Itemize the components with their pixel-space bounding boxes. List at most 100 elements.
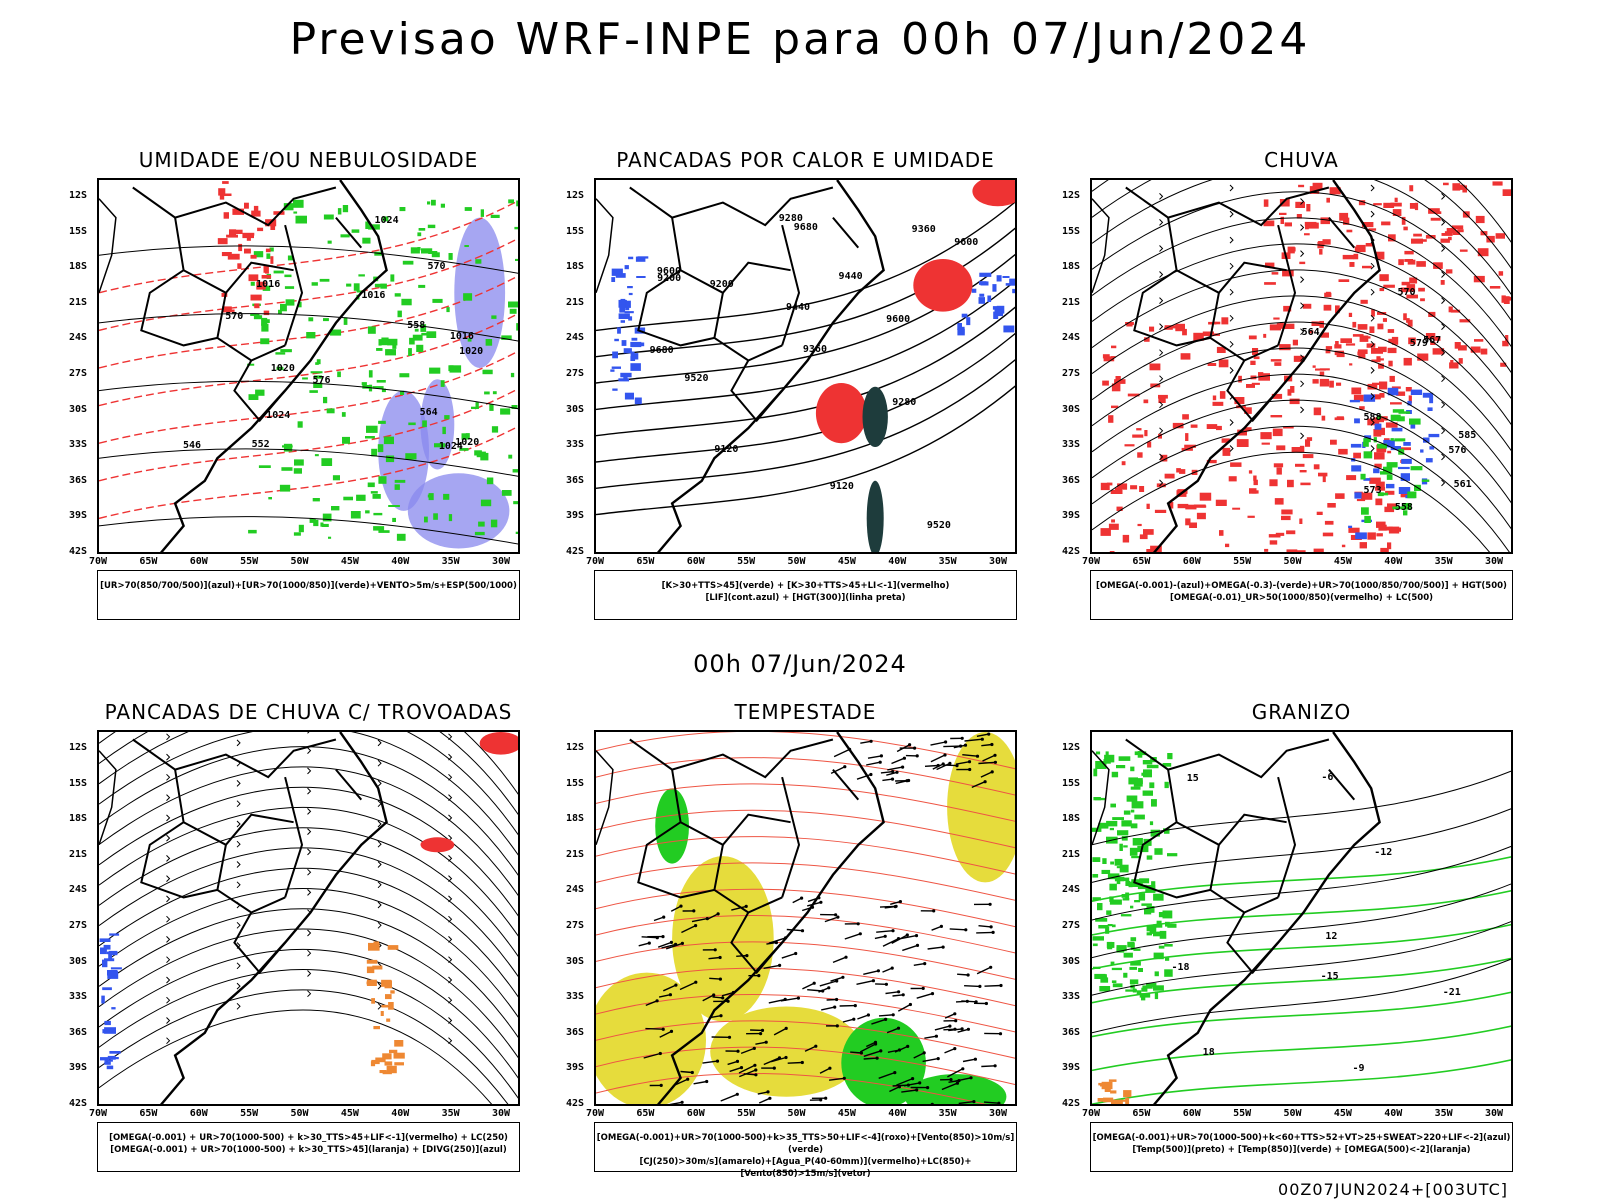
red-rain-area [1219, 391, 1226, 399]
green-contour-bit [489, 404, 494, 411]
green-contour-bit [253, 315, 263, 320]
blue-rain-area [1350, 443, 1362, 448]
red-rain-area [1279, 199, 1290, 207]
streamline [99, 786, 518, 917]
red-rain-area [1368, 228, 1377, 231]
wind-vector-head [859, 1051, 863, 1055]
wind-vector-head [878, 760, 882, 764]
green-contour-bit [475, 402, 479, 408]
green-contour-bit [370, 491, 378, 494]
red-rain-area [1430, 341, 1436, 345]
streamline-arrow [236, 780, 241, 787]
green-contour-bit [268, 497, 272, 500]
green-rain-area [1392, 506, 1404, 510]
red-rain-area [1292, 339, 1298, 346]
red-rain-area [1325, 346, 1333, 350]
red-rain-area [1334, 350, 1344, 356]
wind-vector-head [989, 925, 993, 929]
green-contour-bit [383, 436, 394, 445]
streamline-arrow [1300, 302, 1305, 310]
red-convective-area [815, 383, 867, 444]
wind-vector-head [957, 1079, 961, 1083]
green-wind-area [904, 1074, 1007, 1104]
wind-vector-head [835, 1024, 839, 1028]
green-contour-bit [250, 313, 260, 316]
political-border [1277, 224, 1297, 346]
red-rain-area [1336, 382, 1342, 386]
contour-line [1092, 770, 1511, 846]
wind-vector-head [841, 975, 845, 979]
wind-vector-head [894, 904, 898, 908]
wind-vector [818, 987, 830, 993]
red-rain-area [1263, 220, 1275, 227]
red-rain-area [1406, 318, 1410, 323]
contour-label: 9680 [649, 345, 674, 357]
wind-vector [892, 994, 904, 997]
red-rain-area [1273, 317, 1280, 320]
red-rain-area [1373, 429, 1382, 437]
red-contour-bit [257, 227, 264, 232]
wind-vector [829, 1077, 845, 1081]
coastline [1153, 732, 1381, 1104]
streamline-arrow [307, 828, 312, 835]
red-rain-area [1335, 341, 1339, 347]
wind-vector-head [913, 746, 917, 750]
streamline-arrow [448, 733, 453, 741]
green-temp-contour [1107, 924, 1113, 927]
red-rain-area [1258, 372, 1264, 377]
streamline-arrow [1300, 380, 1305, 388]
streamline-arrow [448, 794, 453, 801]
blue-rain-area [1363, 478, 1371, 481]
red-rain-area [1289, 398, 1300, 405]
green-contour-bit [337, 208, 342, 215]
wind-vector [709, 977, 721, 980]
streamline-arrow [1159, 453, 1164, 461]
wind-vector [903, 1082, 920, 1087]
blue-lif-contour [992, 284, 997, 292]
lat-tick-label: 12S [566, 190, 585, 201]
green-contour-bit [394, 293, 401, 297]
red-rain-area [1144, 337, 1150, 342]
political-border [1133, 269, 1211, 347]
contour-label: -9 [1352, 1063, 1365, 1075]
streamline-arrow [1370, 262, 1375, 270]
red-rain-area [1176, 468, 1181, 473]
political-border [629, 186, 834, 227]
red-rain-area [1450, 309, 1461, 313]
contour-label: 9280 [778, 212, 803, 224]
wind-vector-head [934, 1034, 938, 1038]
green-contour-bit [295, 215, 307, 224]
red-rain-area [1418, 287, 1425, 292]
wind-vector-head [914, 934, 919, 938]
blue-rain-area [1398, 487, 1411, 494]
lat-tick-label: 27S [566, 920, 585, 931]
wind-vector-head [754, 1073, 758, 1077]
green-temp-contour [1102, 858, 1107, 864]
contour-line [1092, 991, 1511, 1038]
wind-vector-head [963, 743, 968, 747]
contour-line [596, 836, 1015, 875]
wind-vector [706, 913, 719, 921]
orange-area [381, 1004, 389, 1008]
red-rain-area [1304, 221, 1317, 226]
lat-tick-label: 18S [69, 261, 88, 273]
wind-vector-head [736, 1049, 740, 1053]
wind-vector-head [718, 977, 722, 981]
streamline-arrow [1370, 367, 1375, 374]
red-rain-area [1409, 203, 1417, 209]
streamline-arrow [166, 855, 171, 862]
wind-vector-head [984, 1001, 988, 1006]
blue-divergence [104, 1020, 111, 1026]
orange-area [371, 1059, 380, 1065]
green-contour-bit [293, 468, 302, 474]
streamline-arrow [1300, 354, 1305, 362]
map-tempestade [594, 730, 1017, 1106]
panel-title-pancadas-calor: PANCADAS POR CALOR E UMIDADE [616, 148, 995, 172]
green-temp-contour [1098, 925, 1109, 929]
wind-vector [913, 962, 925, 966]
green-contour-bit [343, 317, 348, 325]
red-rain-area [1261, 442, 1270, 445]
wind-vector-head [735, 1092, 739, 1096]
green-contour-bit [326, 408, 335, 414]
wind-vector-head [987, 732, 991, 736]
